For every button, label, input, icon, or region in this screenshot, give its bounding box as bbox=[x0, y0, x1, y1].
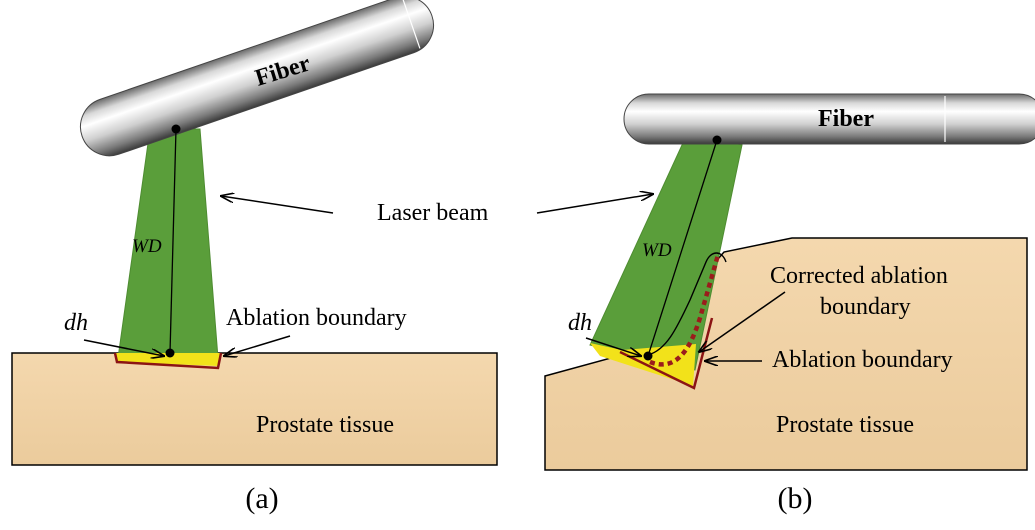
fiber-tip-dot-b bbox=[712, 135, 722, 145]
tissue-label-b: Prostate tissue bbox=[776, 412, 914, 438]
wd-label-b: WD bbox=[642, 240, 672, 261]
wd-label-a: WD bbox=[132, 236, 162, 257]
panel-b: Fiber WD dh Corrected ablation boundary … bbox=[544, 93, 1035, 515]
focus-dot-a bbox=[165, 348, 175, 358]
ablation-label-b: Ablation boundary bbox=[772, 347, 953, 373]
corrected-boundary-b bbox=[649, 254, 721, 367]
fiber-b bbox=[623, 93, 1035, 145]
corrected-label-line2-b: boundary bbox=[820, 294, 911, 320]
focus-dot-b bbox=[643, 351, 653, 361]
dh-arrow-a bbox=[83, 339, 164, 356]
fiber-tip-dot-a bbox=[171, 124, 181, 134]
ablation-arrow-a bbox=[224, 335, 291, 356]
panel-a: Fiber WD dh Ablation boundary Prostate t… bbox=[11, 0, 498, 515]
corrected-label-line1-b: Corrected ablation bbox=[770, 263, 948, 289]
corrected-outline-b bbox=[647, 252, 727, 356]
fiber-a bbox=[79, 0, 434, 157]
corrected-arrow-b bbox=[699, 291, 786, 352]
laser-beam-callout: Laser beam bbox=[221, 194, 653, 226]
fiber-label-b: Fiber bbox=[818, 106, 874, 132]
caption-a: (a) bbox=[245, 482, 278, 515]
tissue-label-a: Prostate tissue bbox=[256, 412, 394, 438]
dh-label-a: dh bbox=[64, 310, 88, 336]
laser-beam-label: Laser beam bbox=[377, 200, 489, 226]
wd-line-b bbox=[647, 139, 718, 357]
dh-label-b: dh bbox=[568, 310, 592, 336]
tissue-block-a bbox=[11, 352, 498, 466]
dh-arrow-b bbox=[585, 337, 641, 356]
laser-arrow-left bbox=[221, 196, 334, 214]
caption-b: (b) bbox=[778, 482, 813, 515]
ablation-boundary-line-a bbox=[113, 352, 223, 370]
ablation-label-a: Ablation boundary bbox=[226, 305, 407, 331]
laser-arrow-right bbox=[536, 194, 653, 214]
wd-line-a bbox=[169, 128, 177, 354]
